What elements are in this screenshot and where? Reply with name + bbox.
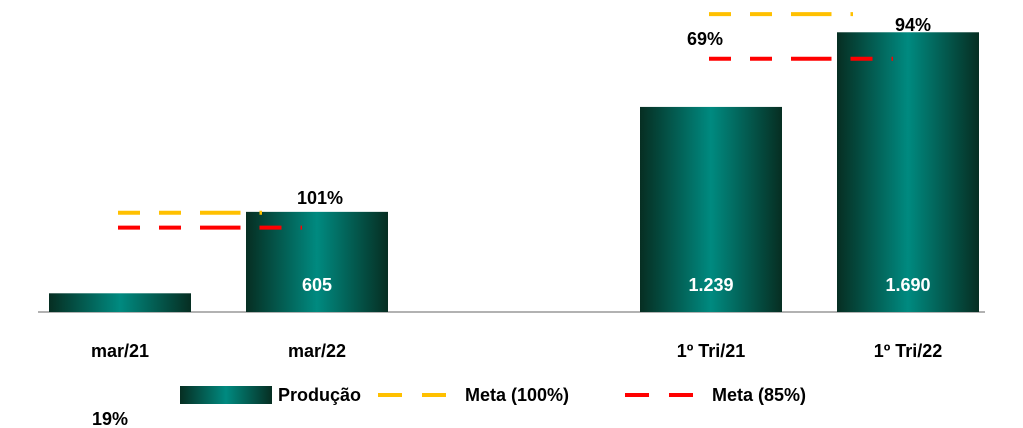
- legend-swatch: [180, 386, 272, 404]
- value-label: 1.690: [885, 275, 930, 295]
- percent-label: 19%: [92, 409, 128, 428]
- value-label: 1.239: [688, 275, 733, 295]
- x-tick-label: 1º Tri/21: [677, 341, 746, 361]
- bar: [640, 106, 782, 313]
- bar: [49, 293, 191, 312]
- x-tick-label: mar/21: [91, 341, 149, 361]
- value-label: 605: [302, 275, 332, 295]
- percent-label: 101%: [297, 188, 343, 208]
- legend-label: Produção: [278, 385, 361, 405]
- legend-label: Meta (85%): [712, 385, 806, 405]
- percent-label: 69%: [687, 29, 723, 49]
- value-label: 113: [105, 275, 134, 295]
- x-tick-label: mar/22: [288, 341, 346, 361]
- x-tick-label: 1º Tri/22: [874, 341, 943, 361]
- legend-label: Meta (100%): [465, 385, 569, 405]
- percent-label: 94%: [895, 15, 931, 35]
- bar: [837, 32, 979, 312]
